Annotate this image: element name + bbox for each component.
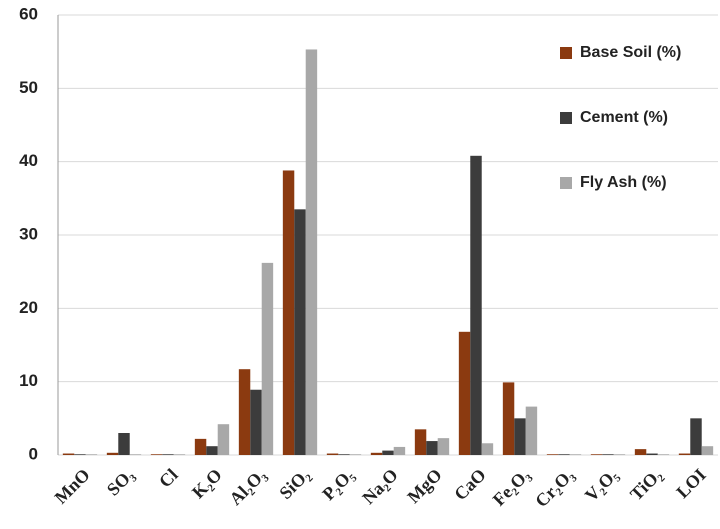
- bar: [502, 382, 515, 455]
- bar: [282, 170, 295, 455]
- y-tick-label: 40: [19, 151, 38, 170]
- x-tick-label: Na₂O: [358, 465, 401, 508]
- x-tick-label: Cl: [155, 465, 182, 492]
- bar: [646, 453, 658, 455]
- bar: [458, 331, 471, 455]
- bar: [305, 49, 318, 455]
- x-tick-label: Cr₂O₃: [531, 464, 578, 511]
- bar: [74, 454, 86, 455]
- bar: [426, 441, 438, 455]
- bar: [118, 433, 130, 455]
- y-tick-label: 20: [19, 298, 38, 317]
- bar: [370, 452, 383, 455]
- legend-label: Cement (%): [580, 109, 668, 126]
- legend-swatch: [560, 47, 572, 59]
- bar: [261, 262, 274, 455]
- y-tick-label: 60: [19, 4, 38, 23]
- bar: [62, 453, 75, 455]
- bar: [150, 454, 163, 455]
- bar: [349, 454, 362, 455]
- bar: [326, 453, 339, 455]
- bar: [690, 418, 702, 455]
- bar: [558, 454, 570, 455]
- bar: [546, 454, 559, 455]
- x-tick-label: V₂O₅: [581, 465, 622, 506]
- x-tick-label: K₂O: [188, 465, 226, 503]
- bar: [238, 369, 251, 455]
- bar: [590, 454, 603, 455]
- bar: [206, 446, 218, 455]
- x-tick-label: SiO₂: [275, 465, 313, 503]
- bar: [678, 453, 691, 455]
- x-tick-label: LOI: [672, 465, 709, 502]
- bar: [470, 155, 482, 456]
- bar: [701, 446, 714, 455]
- bar: [106, 452, 119, 455]
- bar: [382, 450, 394, 455]
- x-tick-label: MnO: [51, 465, 94, 508]
- x-tick-label: P₂O₅: [318, 465, 357, 504]
- bar: [634, 449, 647, 455]
- bar: [525, 406, 538, 455]
- x-tick-label: Fe₂O₃: [489, 464, 535, 510]
- bar: [613, 454, 626, 455]
- bar: [657, 454, 670, 455]
- y-tick-label: 50: [19, 78, 38, 97]
- bar: [194, 438, 207, 455]
- bar: [602, 454, 614, 455]
- bar: [338, 454, 350, 455]
- x-tick-label: CaO: [450, 465, 490, 505]
- legend-label: Base Soil (%): [580, 44, 681, 61]
- bar: [437, 438, 450, 455]
- bar: [173, 454, 186, 455]
- y-tick-label: 30: [19, 224, 38, 243]
- bar: [250, 389, 262, 455]
- bar: [85, 454, 98, 455]
- bar: [569, 454, 582, 455]
- y-tick-label: 10: [19, 371, 38, 390]
- y-tick-label: 0: [29, 444, 38, 463]
- x-tick-label: Al₂O₃: [225, 464, 270, 509]
- bar: [514, 418, 526, 455]
- bar: [414, 429, 427, 455]
- bar: [162, 454, 174, 455]
- bar: [217, 424, 230, 455]
- x-tick-label: MgO: [403, 465, 445, 507]
- x-tick-label: TiO₂: [626, 465, 666, 505]
- legend-swatch: [560, 112, 572, 124]
- bar: [294, 209, 306, 455]
- legend-label: Fly Ash (%): [580, 174, 667, 191]
- x-tick-label: SO₃: [103, 464, 138, 499]
- bar: [393, 446, 406, 455]
- legend-swatch: [560, 177, 572, 189]
- bar: [481, 443, 494, 455]
- bar: [129, 454, 142, 455]
